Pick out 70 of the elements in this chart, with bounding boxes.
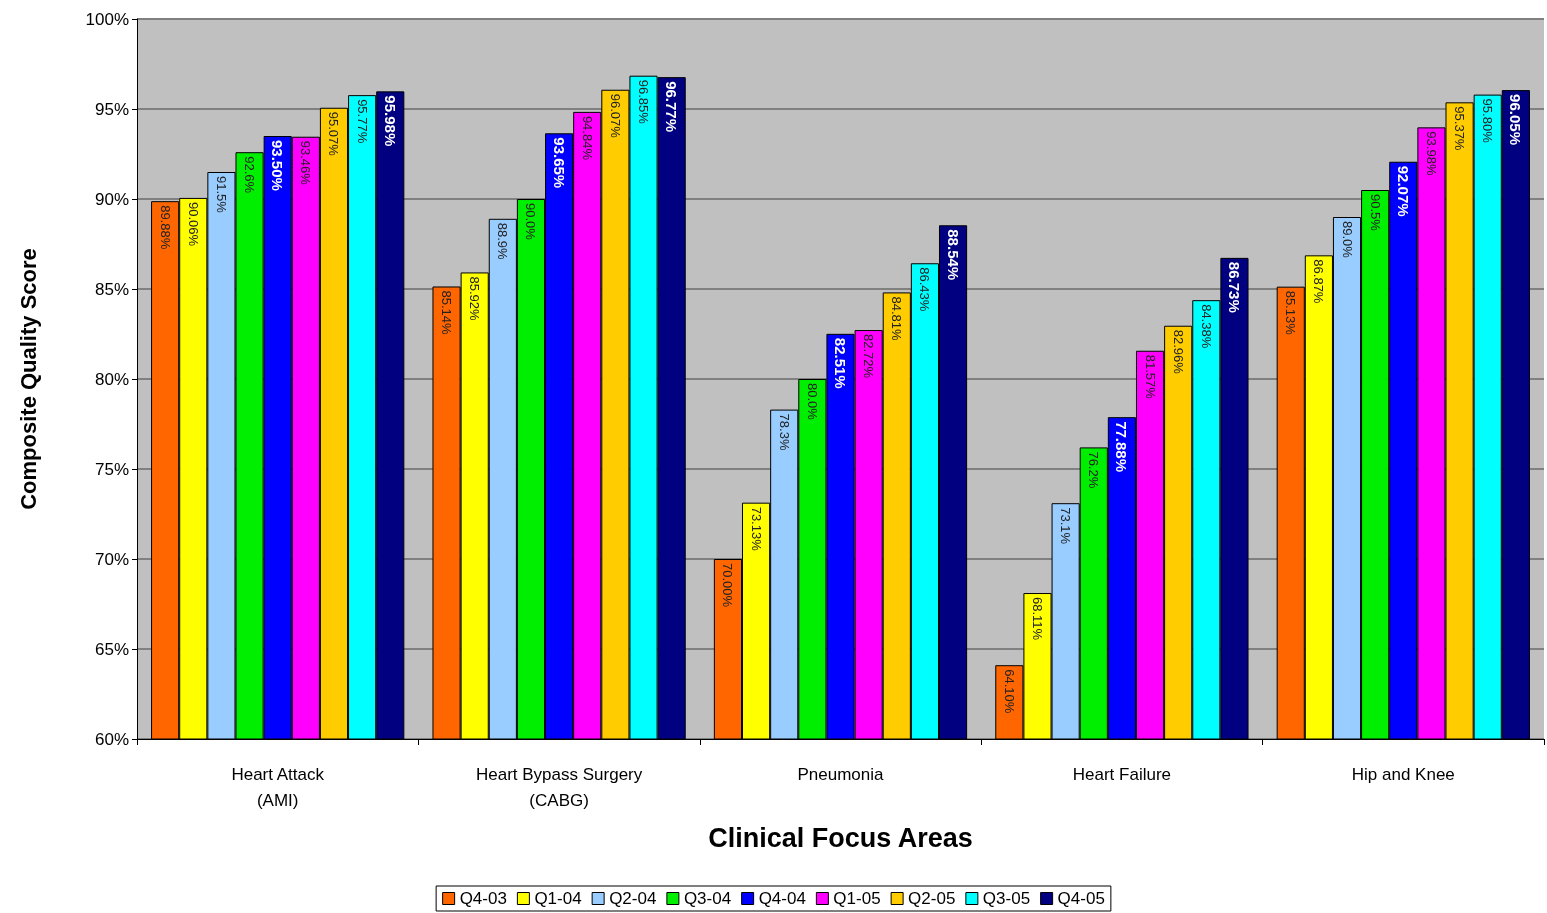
data-label: 78.3% xyxy=(776,413,792,451)
data-label: 92.6% xyxy=(242,156,258,194)
data-label: 88.54% xyxy=(944,229,962,281)
data-label: 88.9% xyxy=(495,222,511,261)
data-label: 93.50% xyxy=(269,140,287,191)
data-label: 85.92% xyxy=(467,276,483,321)
data-label: 82.72% xyxy=(861,334,877,379)
y-axis-title: Composite Quality Score xyxy=(15,248,41,510)
data-label: 84.81% xyxy=(889,296,905,341)
data-label: 86.87% xyxy=(1311,259,1327,304)
data-label: 76.2% xyxy=(1086,451,1102,489)
data-label: 93.46% xyxy=(298,140,314,186)
legend-label: Q2-04 xyxy=(609,889,657,908)
y-tick-label: 90% xyxy=(94,189,129,209)
legend-label: Q3-05 xyxy=(982,889,1031,908)
data-label: 81.57% xyxy=(1142,354,1158,400)
x-tick-label: Pneumonia xyxy=(797,764,885,784)
legend-label: Q2-05 xyxy=(908,889,956,908)
data-label: 95.80% xyxy=(1480,98,1496,144)
data-label: 73.1% xyxy=(1058,507,1074,545)
legend-label: Q4-04 xyxy=(758,889,806,908)
y-tick-label: 75% xyxy=(94,459,129,479)
legend-label: Q1-05 xyxy=(833,889,881,908)
y-tick-label: 60% xyxy=(94,729,129,749)
y-tick-label: 65% xyxy=(94,639,129,659)
data-label: 95.98% xyxy=(381,95,399,147)
y-tick-label: 85% xyxy=(94,279,129,299)
x-tick-label: Hip and Knee xyxy=(1351,764,1455,784)
data-label: 73.13% xyxy=(748,506,764,552)
y-tick-label: 100% xyxy=(85,9,129,29)
data-label: 96.05% xyxy=(1507,94,1525,145)
data-label: 95.37% xyxy=(1452,106,1468,151)
data-label: 86.73% xyxy=(1225,261,1243,313)
data-label: 93.98% xyxy=(1423,131,1439,176)
data-label: 96.77% xyxy=(663,81,681,133)
data-label: 85.13% xyxy=(1283,290,1299,336)
data-label: 80.0% xyxy=(804,383,820,421)
x-tick-label: Heart Bypass Surgery (CABG) xyxy=(475,764,643,810)
data-label: 89.88% xyxy=(157,205,173,250)
legend-label: Q3-04 xyxy=(683,889,732,908)
data-label: 91.5% xyxy=(213,176,229,214)
data-label: 95.77% xyxy=(354,99,370,144)
x-axis-title: Clinical Focus Areas xyxy=(708,822,973,853)
x-tick-label: Heart Failure xyxy=(1072,764,1172,784)
data-label: 96.07% xyxy=(607,93,623,139)
data-label: 93.65% xyxy=(550,137,568,189)
data-label: 95.07% xyxy=(326,111,342,157)
data-label: 90.06% xyxy=(185,201,201,247)
data-label: 77.88% xyxy=(1113,421,1131,473)
data-label: 92.07% xyxy=(1394,165,1412,217)
data-label: 86.43% xyxy=(917,267,933,312)
data-label: 90.0% xyxy=(523,203,539,241)
y-tick-label: 70% xyxy=(94,549,129,569)
y-tick-label: 80% xyxy=(94,369,129,389)
data-label: 96.85% xyxy=(636,79,652,125)
legend-label: Q4-03 xyxy=(459,889,507,908)
data-label: 94.84% xyxy=(579,115,595,161)
data-label: 90.5% xyxy=(1367,194,1383,232)
legend-label: Q4-05 xyxy=(1057,889,1105,908)
y-tick-label: 95% xyxy=(94,99,129,119)
data-label: 64.10% xyxy=(1001,669,1017,714)
data-label: 84.38% xyxy=(1198,304,1214,349)
data-label: 82.96% xyxy=(1170,329,1186,375)
legend-label: Q1-04 xyxy=(534,889,582,908)
data-label: 89.0% xyxy=(1339,221,1355,259)
x-tick-label: Heart Attack (AMI) xyxy=(231,764,325,810)
data-label: 85.14% xyxy=(439,290,455,336)
data-label: 68.11% xyxy=(1029,597,1045,641)
data-label: 70.00% xyxy=(720,563,736,608)
data-label: 82.51% xyxy=(832,337,849,389)
